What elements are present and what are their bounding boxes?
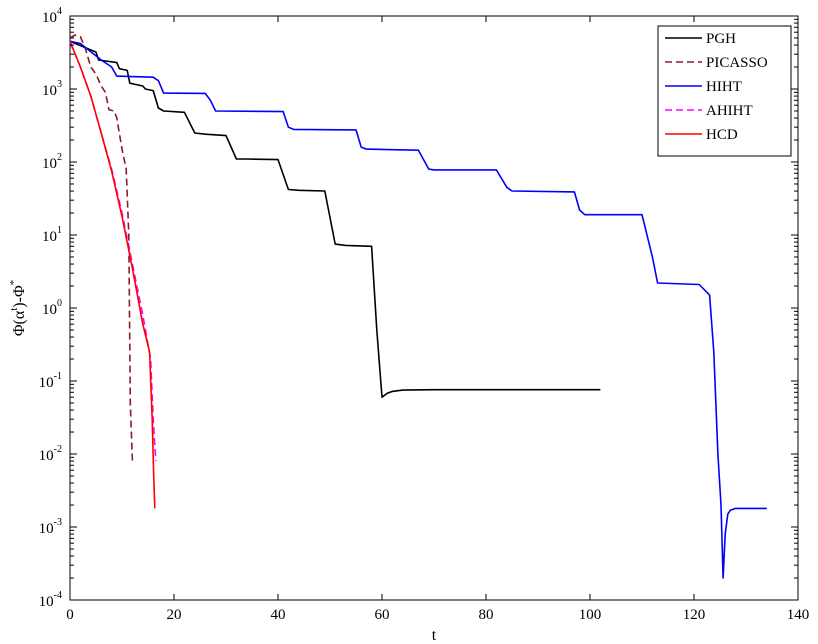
series-line-hiht: [69, 40, 767, 579]
legend-label-hcd: HCD: [706, 127, 738, 143]
y-tick-label: 10-4: [39, 590, 62, 610]
y-axis-label: Φ(αt)-Φ*: [8, 280, 28, 336]
legend-label-pgh: PGH: [706, 31, 736, 47]
y-tick-label: 10-1: [39, 371, 62, 391]
series-line-picasso: [69, 34, 134, 462]
x-tick-label: 140: [787, 607, 810, 623]
legend: PGH PICASSO HIHT AHIHT HCD: [657, 25, 792, 157]
series-line-hcd: [69, 40, 156, 509]
y-tick-label: 100: [42, 298, 62, 318]
legend-label-hiht: HIHT: [706, 79, 742, 95]
x-tick-label: 80: [479, 607, 494, 623]
y-tick-label: 101: [42, 225, 62, 245]
y-tick-label: 104: [42, 6, 62, 26]
x-tick-label: 120: [683, 607, 706, 623]
x-axis-label: t: [432, 627, 437, 644]
x-tick-label: 0: [66, 607, 74, 623]
legend-label-ahiht: AHIHT: [706, 103, 753, 119]
x-tick-label: 100: [579, 607, 602, 623]
x-tick-label: 60: [375, 607, 390, 623]
series-layer: [69, 34, 767, 579]
legend-label-picasso: PICASSO: [706, 55, 768, 71]
x-tick-label: 40: [271, 607, 286, 623]
y-tick-label: 10-3: [39, 517, 62, 537]
x-tick-label: 20: [167, 607, 182, 623]
axis-layer: 0 20 40 60 80 100 120 140 104 103 102 101 100 10-1 10-…: [39, 6, 810, 623]
y-tick-label: 103: [42, 79, 62, 99]
y-tick-label: 10-2: [39, 444, 62, 464]
y-tick-label: 102: [42, 152, 62, 172]
